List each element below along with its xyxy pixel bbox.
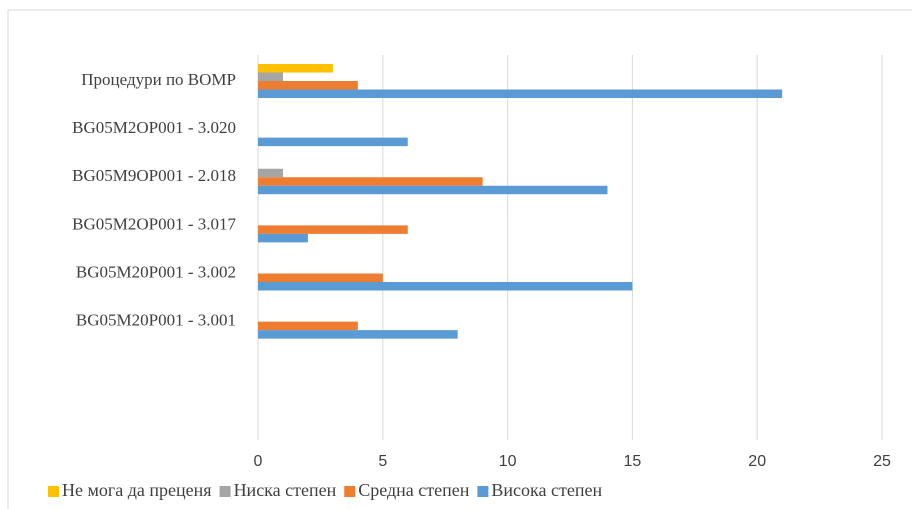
x-tick-label: 25 (873, 453, 891, 470)
x-tick-label: 20 (748, 453, 766, 470)
y-tick-label: BG05M9OP001 - 2.018 (72, 166, 236, 185)
bar (258, 273, 383, 282)
x-tick-label: 15 (624, 453, 642, 470)
bar (258, 64, 333, 73)
legend-swatch (477, 486, 489, 497)
y-tick-label: BG05M2OP001 - 3.020 (72, 118, 236, 137)
bar (258, 137, 408, 147)
legend-label: Не мога да преценя (62, 480, 212, 500)
y-tick-label: BG05M20P001 - 3.001 (76, 311, 236, 330)
x-tick-label: 0 (254, 453, 263, 470)
bar (258, 89, 783, 98)
bar (258, 168, 283, 178)
legend-label: Ниска степен (234, 480, 337, 500)
legend-swatch (219, 486, 231, 497)
legend-swatch (344, 486, 356, 497)
legend-swatch (48, 486, 59, 497)
bar (258, 282, 633, 291)
bar (258, 185, 608, 195)
bar (258, 233, 308, 243)
chart-frame (7, 9, 912, 509)
x-tick-label: 5 (378, 453, 387, 470)
bar (258, 321, 358, 331)
bar (258, 72, 283, 81)
bar (258, 81, 358, 90)
y-tick-label: Процедури по ВОМР (81, 70, 236, 89)
x-tick-label: 10 (499, 453, 517, 470)
y-tick-label: BG05M20P001 - 3.002 (76, 262, 236, 281)
y-tick-label: BG05M2OP001 - 3.017 (72, 214, 236, 233)
legend-label: Средна степен (358, 480, 470, 500)
bar (258, 177, 483, 186)
bar (258, 330, 458, 339)
bar (258, 225, 408, 234)
legend-label: Висока степен (491, 480, 602, 500)
